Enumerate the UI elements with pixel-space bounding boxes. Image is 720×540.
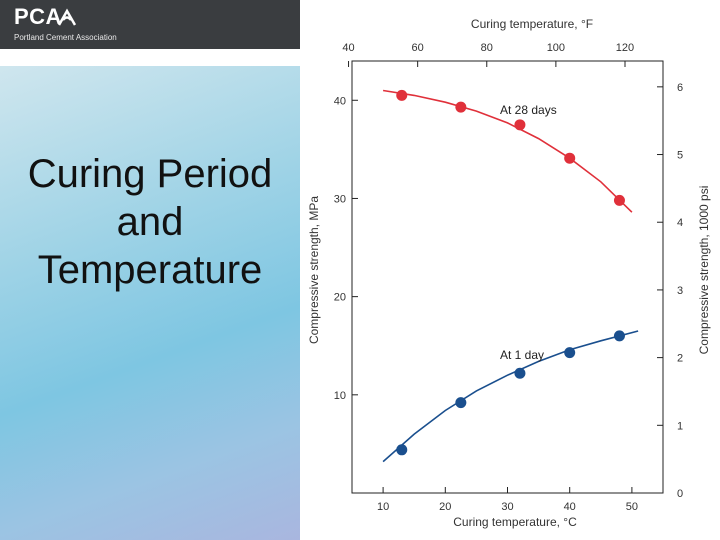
y-tick-label: 30	[334, 193, 346, 205]
x2-tick-label: 60	[412, 42, 424, 54]
x-tick-label: 40	[564, 501, 576, 513]
y2-tick-label: 5	[677, 150, 683, 162]
plot-frame	[351, 60, 664, 494]
data-point-28-days	[613, 194, 625, 206]
header-bar: PCA Portland Cement Association	[0, 0, 300, 49]
y2-tick-label: 6	[677, 82, 683, 94]
x-tick-label: 10	[377, 501, 389, 513]
series-label-1-day: At 1 day	[500, 348, 544, 362]
y2-tick-label: 4	[677, 217, 683, 229]
y2-tick-label: 1	[677, 420, 683, 432]
data-point-1-day	[564, 347, 576, 359]
y-axis-title: Compressive strength, MPa	[307, 196, 321, 344]
pca-logo-mark-icon	[58, 8, 76, 26]
y2-tick-label: 0	[677, 488, 683, 500]
logo-subtitle: Portland Cement Association	[14, 33, 117, 42]
title-line: Curing Period	[27, 152, 273, 196]
data-point-group	[396, 89, 625, 456]
x-axis-title: Curing temperature, °C	[453, 515, 577, 529]
data-point-28-days	[564, 152, 576, 164]
title-line: and	[116, 200, 184, 244]
series-label-28-days: At 28 days	[500, 103, 557, 117]
data-point-28-days	[514, 119, 526, 131]
x-tick-label: 50	[626, 501, 638, 513]
data-point-1-day	[396, 444, 408, 456]
data-point-1-day	[514, 367, 526, 379]
y-tick-label: 20	[334, 292, 346, 304]
x2-tick-label: 80	[481, 42, 493, 54]
tick-group: 10 20 30 40 50 40 60 80 100 120 10 20 30 40 0 1 2 3 4 5 6	[334, 42, 683, 513]
data-point-28-days	[396, 89, 408, 101]
y2-axis-title: Compressive strength, 1000 psi	[697, 186, 711, 355]
slide-title: Curing Period and Temperature	[0, 150, 300, 294]
data-point-28-days	[455, 101, 467, 113]
side-panel	[0, 66, 300, 540]
y2-tick-label: 3	[677, 285, 683, 297]
fit-curve-1-day	[382, 330, 639, 463]
header-divider	[0, 49, 300, 66]
pca-logo-text: PCA	[14, 4, 62, 29]
data-point-1-day	[455, 397, 467, 409]
fit-curve-group	[382, 89, 639, 463]
fit-curve-28-days	[382, 89, 633, 213]
title-line: Temperature	[37, 248, 263, 292]
data-point-1-day	[613, 330, 625, 342]
x2-tick-label: 100	[547, 42, 565, 54]
x-tick-label: 20	[439, 501, 451, 513]
compressive-strength-chart: 10 20 30 40 50 40 60 80 100 120 10 20 30 40 0 1 2 3 4 5 6 Cu…	[307, 17, 711, 529]
x-tick-label: 30	[501, 501, 513, 513]
y-tick-label: 40	[334, 95, 346, 107]
x2-axis-title: Curing temperature, °F	[471, 17, 593, 31]
x2-tick-label: 120	[616, 42, 634, 54]
y-tick-label: 10	[334, 390, 346, 402]
y2-tick-label: 2	[677, 353, 683, 365]
x2-tick-label: 40	[342, 42, 354, 54]
